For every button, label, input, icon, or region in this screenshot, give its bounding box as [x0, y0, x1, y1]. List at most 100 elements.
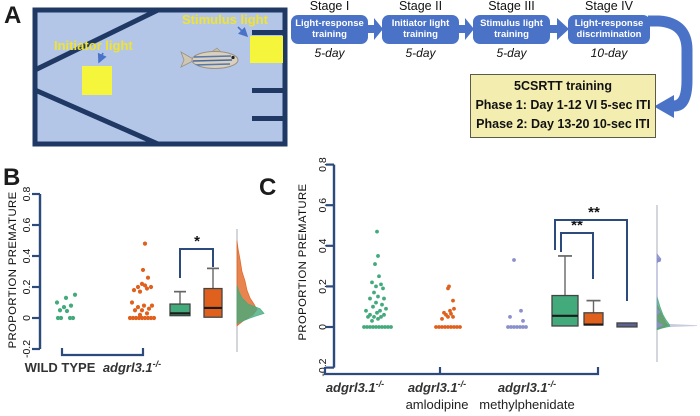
scatter-wild-type	[54, 292, 78, 321]
boxplot-adgrl3-1	[203, 267, 223, 318]
box	[616, 322, 638, 328]
data-point	[380, 325, 384, 329]
y-tick-label: 0.8	[317, 157, 329, 172]
panel-b-label: B	[3, 164, 21, 191]
training-box-title: 5CSRTT training	[514, 79, 612, 93]
data-point	[384, 306, 388, 311]
data-point	[55, 315, 61, 321]
significance-label: *	[194, 233, 200, 250]
data-point	[519, 308, 523, 313]
stage-box-4: Light-response discrimination	[568, 15, 650, 44]
data-point	[378, 308, 382, 313]
data-point	[452, 325, 456, 329]
boxplot-adgrl3-1-methylphenidate	[616, 322, 638, 328]
data-point	[452, 306, 456, 311]
data-point	[379, 314, 383, 319]
y-tick-label: 0.2	[21, 280, 33, 295]
y-tick-label: 0.6	[317, 198, 329, 213]
data-point	[145, 315, 151, 321]
group-label-adgrl3-1-amlodipine: adgrl3.1-/-	[408, 379, 466, 395]
data-point	[131, 288, 137, 293]
y-axis-label: PROPORTION PREMATURE	[297, 183, 309, 340]
data-point	[365, 325, 369, 329]
stage-arrow-icon	[550, 18, 569, 40]
data-point	[57, 308, 63, 313]
initiator-light-square	[82, 66, 112, 95]
group-label-adgrl3-1-methylphenidate: adgrl3.1-/-	[498, 379, 556, 395]
group-label-adgrl3-1: adgrl3.1-/-	[326, 379, 384, 395]
data-point	[137, 312, 143, 317]
y-tick-label: 0.4	[317, 238, 329, 253]
data-point	[377, 325, 381, 329]
tank-divider-upper	[33, 7, 160, 73]
y-tick-label: 0.2	[317, 279, 329, 294]
data-point	[389, 325, 393, 329]
data-point	[372, 314, 376, 319]
data-point	[145, 275, 151, 280]
data-point	[148, 315, 154, 321]
stage-title-1: Stage I	[309, 0, 350, 13]
apparatus-diagram: Initiator light Stimulus light	[32, 7, 288, 147]
data-point	[512, 325, 516, 329]
data-point	[374, 300, 378, 305]
significance-bracket	[560, 232, 594, 279]
group-bracket	[323, 367, 600, 376]
data-point	[149, 303, 155, 308]
data-point	[521, 325, 525, 329]
data-point	[135, 284, 141, 290]
data-point	[446, 325, 450, 329]
data-point	[368, 312, 372, 317]
curved-arrow	[648, 15, 693, 112]
aperture-slot	[252, 88, 283, 93]
data-point	[449, 311, 453, 316]
data-point	[371, 304, 375, 309]
stage-box-2: Initiator light training	[382, 15, 459, 44]
density-wild-type	[236, 285, 265, 324]
data-point	[72, 292, 78, 297]
box	[169, 303, 191, 317]
data-point	[375, 310, 379, 315]
data-point	[374, 325, 378, 329]
data-point	[137, 289, 143, 294]
data-point	[133, 315, 139, 321]
data-point	[142, 241, 148, 246]
significance-bracket	[554, 219, 628, 301]
data-point	[524, 325, 528, 329]
data-point	[132, 308, 138, 313]
data-point	[440, 325, 444, 329]
density-outlier-marker	[657, 258, 661, 263]
data-point	[64, 308, 70, 314]
scatter-adgrl3-1	[127, 241, 157, 321]
data-point	[375, 229, 379, 234]
data-point	[144, 286, 150, 291]
initiator-pointer-arrow	[97, 52, 107, 64]
data-point	[368, 325, 372, 329]
data-point	[512, 258, 516, 262]
stimulus-light-square	[250, 36, 283, 63]
data-point	[442, 310, 446, 315]
data-point	[451, 314, 455, 319]
box	[583, 312, 604, 326]
data-point	[386, 325, 390, 329]
training-box-phase1: Phase 1: Day 1-12 VI 5-sec ITI	[475, 98, 651, 112]
group-bracket	[60, 348, 145, 357]
data-point	[518, 325, 522, 329]
box	[551, 294, 579, 327]
stage-duration-4: 10-day	[590, 46, 628, 60]
data-point	[129, 300, 135, 305]
data-point	[135, 305, 141, 310]
stimulus-light-label: Stimulus light	[182, 12, 269, 27]
data-point	[364, 308, 368, 313]
y-tick-label: -0.2	[21, 340, 33, 358]
initiator-light-label: Initiator light	[54, 38, 133, 53]
data-point	[437, 325, 441, 329]
group-label-wild-type: WILD TYPE	[25, 360, 96, 375]
y-tick-label: 0	[21, 315, 33, 321]
stage-arrow-icon	[368, 18, 383, 40]
significance-bracket	[179, 248, 214, 278]
data-point	[139, 308, 145, 313]
data-point	[146, 306, 152, 311]
